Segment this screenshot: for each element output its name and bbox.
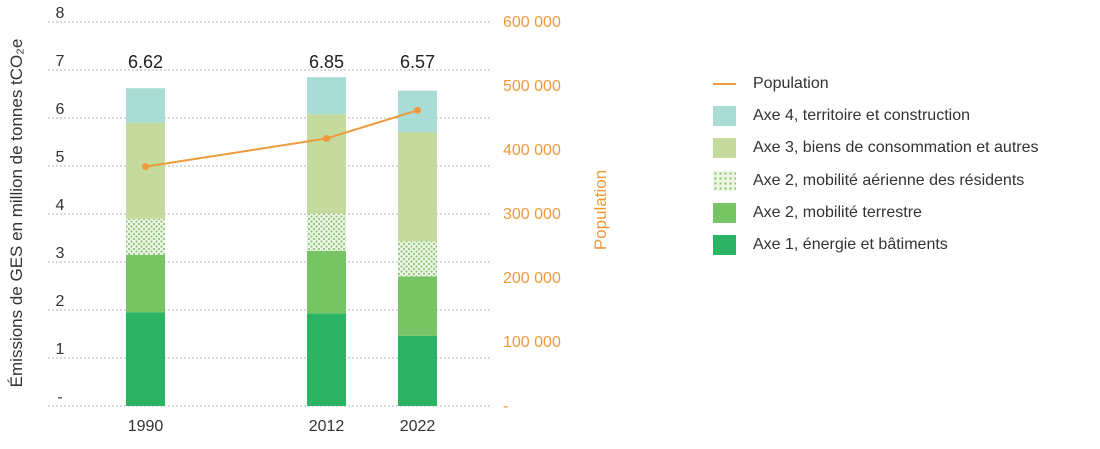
legend-item: Axe 1, énergie et bâtiments <box>713 229 1039 261</box>
legend-swatch <box>713 235 736 256</box>
bars <box>126 77 437 406</box>
bar-segment <box>307 77 346 115</box>
y2-tick-label: 400 000 <box>503 142 561 159</box>
legend: Population Axe 4, territoire et construct… <box>713 68 1039 261</box>
y2-tick-label: 500 000 <box>503 78 561 95</box>
y-tick-label: 5 <box>56 149 65 166</box>
population-point <box>414 106 421 114</box>
bar-total-label: 6.62 <box>128 52 163 72</box>
bar-segment <box>126 254 165 313</box>
population-point <box>323 134 330 142</box>
gridlines <box>48 21 490 407</box>
labels: - 1 2 3 4 5 6 7 8 - 100 000 200 000 300 000 400 000 50… <box>56 5 561 435</box>
legend-label: Axe 1, énergie et bâtiments <box>753 236 948 254</box>
y2-tick-label: 300 000 <box>503 206 561 223</box>
population-line-layer <box>142 106 421 171</box>
bar-segment <box>126 312 165 406</box>
legend-swatch <box>713 170 736 191</box>
bar-segment <box>307 313 346 406</box>
legend-swatch <box>713 83 736 86</box>
bar-segment <box>398 241 437 277</box>
legend-swatch <box>713 202 736 223</box>
y-tick-label: 3 <box>56 245 65 262</box>
legend-label: Population <box>753 75 829 93</box>
y-tick-label: 1 <box>56 341 65 358</box>
x-tick-label: 2012 <box>309 418 345 435</box>
legend-label: Axe 2, mobilité aérienne des résidents <box>753 171 1025 189</box>
x-tick-label: 1990 <box>128 418 164 435</box>
y-tick-label: 8 <box>56 5 65 22</box>
bar-segment <box>398 132 437 242</box>
bar-segment <box>126 88 165 123</box>
y2-tick-label: 600 000 <box>503 14 561 31</box>
y2-tick-label: 200 000 <box>503 270 561 287</box>
population-point <box>142 163 149 171</box>
bar-segment <box>307 213 346 251</box>
y-tick-label: - <box>57 389 62 406</box>
y-axis-title: Émissions de GES en million de tonnes tC… <box>7 39 26 388</box>
bar-segment <box>126 122 165 219</box>
legend-label: Axe 4, territoire et construction <box>753 107 970 125</box>
y-tick-label: 2 <box>56 293 65 310</box>
legend-label: Axe 3, biens de consommation et autres <box>753 139 1039 157</box>
y-tick-label: 7 <box>56 53 65 70</box>
x-tick-label: 2022 <box>400 418 436 435</box>
legend-item: Axe 3, biens de consommation et autres <box>713 132 1039 164</box>
bar-segment <box>398 276 437 336</box>
legend-swatch <box>713 106 736 127</box>
y-tick-label: 4 <box>56 197 65 214</box>
legend-item: Axe 2, mobilité terrestre <box>713 197 1039 229</box>
y2-tick-label: - <box>503 398 508 415</box>
legend-item: Axe 4, territoire et construction <box>713 100 1039 132</box>
legend-swatch <box>713 138 736 159</box>
bar-total-label: 6.85 <box>309 52 344 72</box>
bar-segment <box>307 250 346 314</box>
bar-total-label: 6.57 <box>400 52 435 72</box>
legend-item: Population <box>713 68 1039 100</box>
population-line <box>145 109 418 168</box>
legend-label: Axe 2, mobilité terrestre <box>753 203 922 221</box>
legend-item: Axe 2, mobilité aérienne des résidents <box>713 165 1039 197</box>
y-tick-label: 6 <box>56 101 65 118</box>
bar-segment <box>398 335 437 406</box>
y2-axis-title: Population <box>591 170 610 250</box>
y2-tick-label: 100 000 <box>503 334 561 351</box>
bar-segment <box>126 218 165 255</box>
bar-segment <box>307 114 346 214</box>
